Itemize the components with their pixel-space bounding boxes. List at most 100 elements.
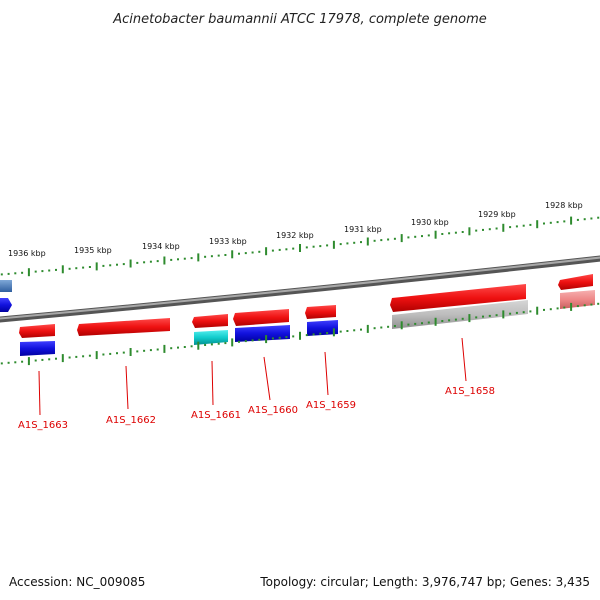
gc-track-dot — [285, 336, 288, 339]
gc-track-major-tick — [570, 216, 573, 225]
genome-backbone-highlight — [0, 256, 600, 320]
gene-label-a1s-1663[interactable]: A1S_1663 — [18, 420, 68, 431]
scale-tick-label: 1928 kbp — [545, 201, 583, 210]
gene-leader-line — [461, 337, 467, 382]
gc-track-major-tick — [502, 310, 505, 319]
gene-arrow-a1s-1658[interactable] — [390, 284, 526, 312]
gc-track-major-tick — [265, 335, 268, 344]
gc-track-dot — [482, 228, 484, 231]
gc-track-dot — [122, 351, 125, 354]
gc-track-major-tick — [468, 227, 471, 236]
gc-track-major-tick — [27, 268, 30, 277]
genome-summary-text: Topology: circular; Length: 3,976,747 bp… — [259, 575, 590, 589]
gene-leader-line — [324, 351, 329, 396]
gc-track-major-tick — [332, 328, 335, 337]
gc-track-dot — [549, 221, 552, 224]
gc-track-dot — [590, 217, 593, 220]
gc-track-dot — [326, 332, 329, 334]
gc-track-dot — [319, 332, 322, 335]
gc-track-dot — [292, 247, 295, 250]
gc-track-major-tick — [231, 250, 234, 259]
gene-arrow-right-edge[interactable] — [558, 274, 593, 290]
gc-track-dot — [55, 357, 57, 360]
gc-track-dot — [102, 353, 105, 356]
gc-track-dot — [529, 310, 532, 313]
gc-track-dot — [68, 356, 71, 359]
gene-arrow-a1s-1660[interactable] — [233, 309, 289, 326]
cog-box-a1s-1663[interactable] — [20, 341, 55, 356]
partial-feature-steel[interactable] — [0, 280, 12, 292]
gene-label-a1s-1658[interactable]: A1S_1658 — [445, 386, 495, 397]
gc-track-dot — [75, 267, 78, 270]
cog-box-right-edge[interactable] — [560, 290, 595, 309]
gc-track-dot — [238, 340, 240, 343]
gc-track-dot — [529, 223, 532, 226]
gene-label-a1s-1662[interactable]: A1S_1662 — [106, 415, 156, 426]
gc-track-dot — [224, 342, 227, 345]
gc-track-major-tick — [95, 351, 98, 360]
gc-track-dot — [549, 308, 552, 311]
gene-arrow-a1s-1659[interactable] — [305, 305, 336, 319]
gc-track-dot — [55, 268, 57, 271]
gene-label-a1s-1659[interactable]: A1S_1659 — [306, 400, 356, 411]
gc-track-dot — [238, 252, 240, 255]
gc-track-dot — [0, 273, 3, 276]
gc-track-dot — [170, 347, 173, 350]
gc-track-dot — [210, 255, 213, 258]
gene-leader-line — [125, 365, 129, 410]
gc-track-major-tick — [468, 314, 471, 323]
gc-track-dot — [495, 314, 498, 317]
gc-track-dot — [102, 264, 105, 267]
gc-track-dot — [48, 358, 51, 361]
gc-track-dot — [360, 328, 362, 331]
cog-box-a1s-1658[interactable] — [392, 300, 528, 329]
gc-track-dot — [509, 226, 512, 229]
scale-ruler: 1936 kbp 1935 kbp 1934 kbp 1933 kbp 1932… — [8, 201, 583, 258]
gc-track-dot — [136, 261, 139, 264]
gc-track-dot — [204, 255, 207, 258]
gc-track-major-tick — [434, 317, 437, 326]
gc-track-dot — [339, 330, 342, 333]
gc-track-dot — [305, 246, 308, 249]
gene-label-a1s-1660[interactable]: A1S_1660 — [248, 405, 298, 416]
gc-track-major-tick — [332, 240, 335, 249]
gc-track-major-tick — [400, 321, 403, 330]
gc-track-dot — [312, 245, 315, 248]
gc-track-dot — [136, 350, 139, 353]
gc-track-dot — [183, 346, 186, 348]
gc-track-dot — [143, 261, 146, 264]
gc-track-dot — [177, 258, 179, 261]
gc-track-dot — [353, 241, 356, 244]
partial-feature-blue-arrow[interactable] — [0, 298, 12, 312]
gc-track-dot — [21, 360, 24, 363]
gc-track-major-tick — [299, 331, 301, 340]
gc-track-dot — [461, 231, 464, 233]
gc-track-dot — [34, 359, 37, 362]
gene-arrow-a1s-1662[interactable] — [77, 318, 170, 336]
gc-track-major-tick — [231, 338, 234, 347]
gc-track-dot — [224, 254, 227, 256]
gc-track-dot — [143, 349, 146, 352]
gc-track-dot — [387, 325, 390, 328]
gc-content-track-outer — [0, 216, 600, 277]
cog-box-a1s-1659[interactable] — [307, 320, 338, 336]
gene-arrow-a1s-1663[interactable] — [19, 324, 55, 338]
gc-track-dot — [583, 218, 586, 221]
gc-track-dot — [475, 316, 478, 319]
gc-track-dot — [522, 224, 525, 227]
gc-track-major-tick — [366, 237, 369, 246]
scale-tick-label: 1935 kbp — [74, 246, 112, 255]
cog-box-a1s-1661[interactable] — [194, 330, 228, 345]
gc-track-dot — [109, 352, 112, 355]
scale-tick-label: 1936 kbp — [8, 249, 46, 258]
gc-track-dot — [421, 235, 423, 238]
gc-track-dot — [7, 361, 10, 364]
gc-track-dot — [190, 345, 193, 348]
gc-track-dot — [556, 307, 559, 310]
cog-box-a1s-1660[interactable] — [235, 325, 290, 342]
gene-arrow-a1s-1661[interactable] — [192, 314, 228, 328]
gc-track-dot — [407, 323, 410, 326]
gene-leader-line — [38, 370, 41, 416]
gene-label-a1s-1661[interactable]: A1S_1661 — [191, 410, 241, 421]
gc-track-major-tick — [61, 265, 64, 274]
